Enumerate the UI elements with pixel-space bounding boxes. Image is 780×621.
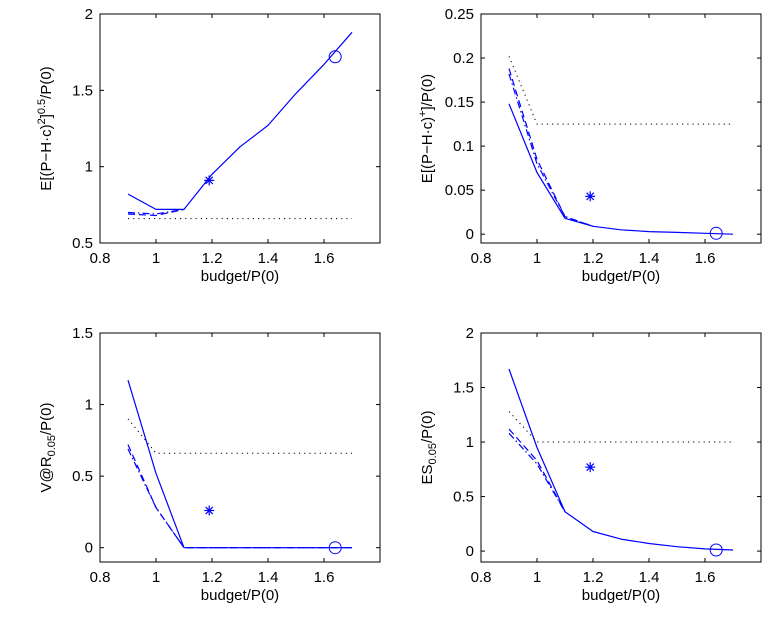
asterisk-stroke <box>205 176 214 185</box>
x-tick-label: 1 <box>533 569 541 586</box>
circle-marker <box>328 50 342 64</box>
series-dashdot-line <box>508 73 594 227</box>
x-tick-label: 1.2 <box>583 569 604 586</box>
y-axis-label-part: ]/P(0) <box>419 74 436 111</box>
y-tick-label: 0.15 <box>445 94 474 111</box>
x-tick-label: 0.8 <box>471 250 492 267</box>
x-axis-label: budget/P(0) <box>201 587 279 604</box>
x-axis-label: budget/P(0) <box>582 587 660 604</box>
x-tick-label: 1.4 <box>258 569 279 586</box>
y-axis-label-part: + <box>417 110 429 116</box>
y-tick-label: 1.5 <box>72 325 93 342</box>
y-axis-label-part: /P(0) <box>419 411 436 444</box>
y-axis-label-part: ] <box>38 114 55 118</box>
x-tick-label: 1.6 <box>314 250 335 267</box>
y-axis-label-part: E[(P−H·c) <box>38 124 55 190</box>
axes-box <box>480 332 762 563</box>
axes-box <box>99 13 381 244</box>
y-axis-label-part: 0.05 <box>427 443 439 464</box>
y-axis-label-part: 0.5 <box>36 99 48 114</box>
x-tick-label: 1 <box>152 250 160 267</box>
y-axis-label-part: /P(0) <box>38 402 55 435</box>
series-dashdot-line <box>127 448 352 549</box>
asterisk-stroke <box>586 463 595 472</box>
y-tick-label: 2 <box>85 6 93 23</box>
y-tick-label: 0 <box>466 543 474 560</box>
y-tick-label: 1 <box>85 159 93 176</box>
y-axis-label: ES0.05/P(0) <box>419 411 439 485</box>
y-tick-label: 1.5 <box>453 380 474 397</box>
series-dashed-line <box>508 68 594 227</box>
x-tick-label: 1.2 <box>202 250 223 267</box>
y-tick-label: 0.25 <box>445 6 474 23</box>
subplot-4: 0.8 1 1.2 1.4 1.6 0 0.5 1 1.5 2 budget/P(0) ES0.05/… <box>419 325 762 604</box>
x-tick-label: 0.8 <box>90 250 111 267</box>
y-tick-label: 1.5 <box>72 82 93 99</box>
x-tick-label: 1.6 <box>695 569 716 586</box>
series-dashdot-line <box>127 208 185 215</box>
x-tick-label: 1.2 <box>583 250 604 267</box>
y-axis-label-part: V@R <box>38 456 55 492</box>
asterisk-marker <box>585 462 596 473</box>
axes-box <box>99 332 381 563</box>
y-tick-label: 0.05 <box>445 182 474 199</box>
series-dotted-line <box>508 411 733 443</box>
y-axis-label-part: E[(P−H·c) <box>419 117 436 183</box>
y-axis-label-part: ES <box>419 464 436 484</box>
asterisk-stroke <box>586 192 595 201</box>
y-tick-label: 1 <box>466 434 474 451</box>
subplot-2: 0.8 1 1.2 1.4 1.6 0 0.05 0.1 0.15 0.2 0.25 budget/P… <box>417 6 762 285</box>
x-tick-label: 1.6 <box>314 569 335 586</box>
y-axis-label: E[(P−H·c)2]0.5/P(0) <box>36 66 55 190</box>
y-tick-label: 0.5 <box>453 489 474 506</box>
x-axis-label: budget/P(0) <box>582 268 660 285</box>
y-tick-label: 0.5 <box>72 468 93 485</box>
x-tick-label: 1 <box>533 250 541 267</box>
x-tick-label: 1 <box>152 569 160 586</box>
y-tick-label: 0.1 <box>453 138 474 155</box>
y-tick-label: 1 <box>85 397 93 414</box>
asterisk-marker <box>204 175 215 186</box>
circle-marker <box>709 543 723 557</box>
x-tick-label: 1.2 <box>202 569 223 586</box>
x-axis-label: budget/P(0) <box>201 268 279 285</box>
series-dashdot-line <box>508 432 566 513</box>
axes-box <box>480 13 762 244</box>
x-tick-label: 1.6 <box>695 250 716 267</box>
y-tick-label: 0.5 <box>72 235 93 252</box>
x-tick-label: 1.4 <box>258 250 279 267</box>
y-axis-label-part: /P(0) <box>38 66 55 99</box>
x-tick-label: 0.8 <box>471 569 492 586</box>
y-axis-label-part: 2 <box>36 118 48 124</box>
y-axis-label-part: 0.05 <box>46 435 58 456</box>
y-tick-label: 0.2 <box>453 50 474 67</box>
asterisk-stroke <box>205 506 214 515</box>
series-solid-line <box>508 368 734 551</box>
series-dashed-line <box>127 444 352 549</box>
series-solid-line <box>508 103 734 235</box>
y-tick-label: 0 <box>85 540 93 557</box>
subplot-3: 0.8 1 1.2 1.4 1.6 0 0.5 1 1.5 budget/P(0) V@R0.05/… <box>38 325 381 604</box>
y-axis-label: V@R0.05/P(0) <box>38 402 58 492</box>
x-tick-label: 1.4 <box>639 250 660 267</box>
series-dashed-line <box>508 428 566 513</box>
circle-marker <box>709 226 723 240</box>
asterisk-marker <box>204 505 215 516</box>
series-solid-line <box>127 380 352 549</box>
y-axis-label: E[(P−H·c)+]/P(0) <box>417 74 436 183</box>
series-solid-line <box>127 31 353 210</box>
asterisk-marker <box>585 191 596 202</box>
series-dotted-line <box>127 418 352 454</box>
y-tick-label: 2 <box>466 325 474 342</box>
series-dotted-line <box>508 56 733 125</box>
x-tick-label: 0.8 <box>90 569 111 586</box>
subplot-1: 0.8 1 1.2 1.4 1.6 0.5 1 1.5 2 budget/P(0) E[(P−H·c… <box>36 6 381 285</box>
x-tick-label: 1.4 <box>639 569 660 586</box>
circle-marker <box>328 541 342 555</box>
y-tick-label: 0 <box>466 226 474 243</box>
